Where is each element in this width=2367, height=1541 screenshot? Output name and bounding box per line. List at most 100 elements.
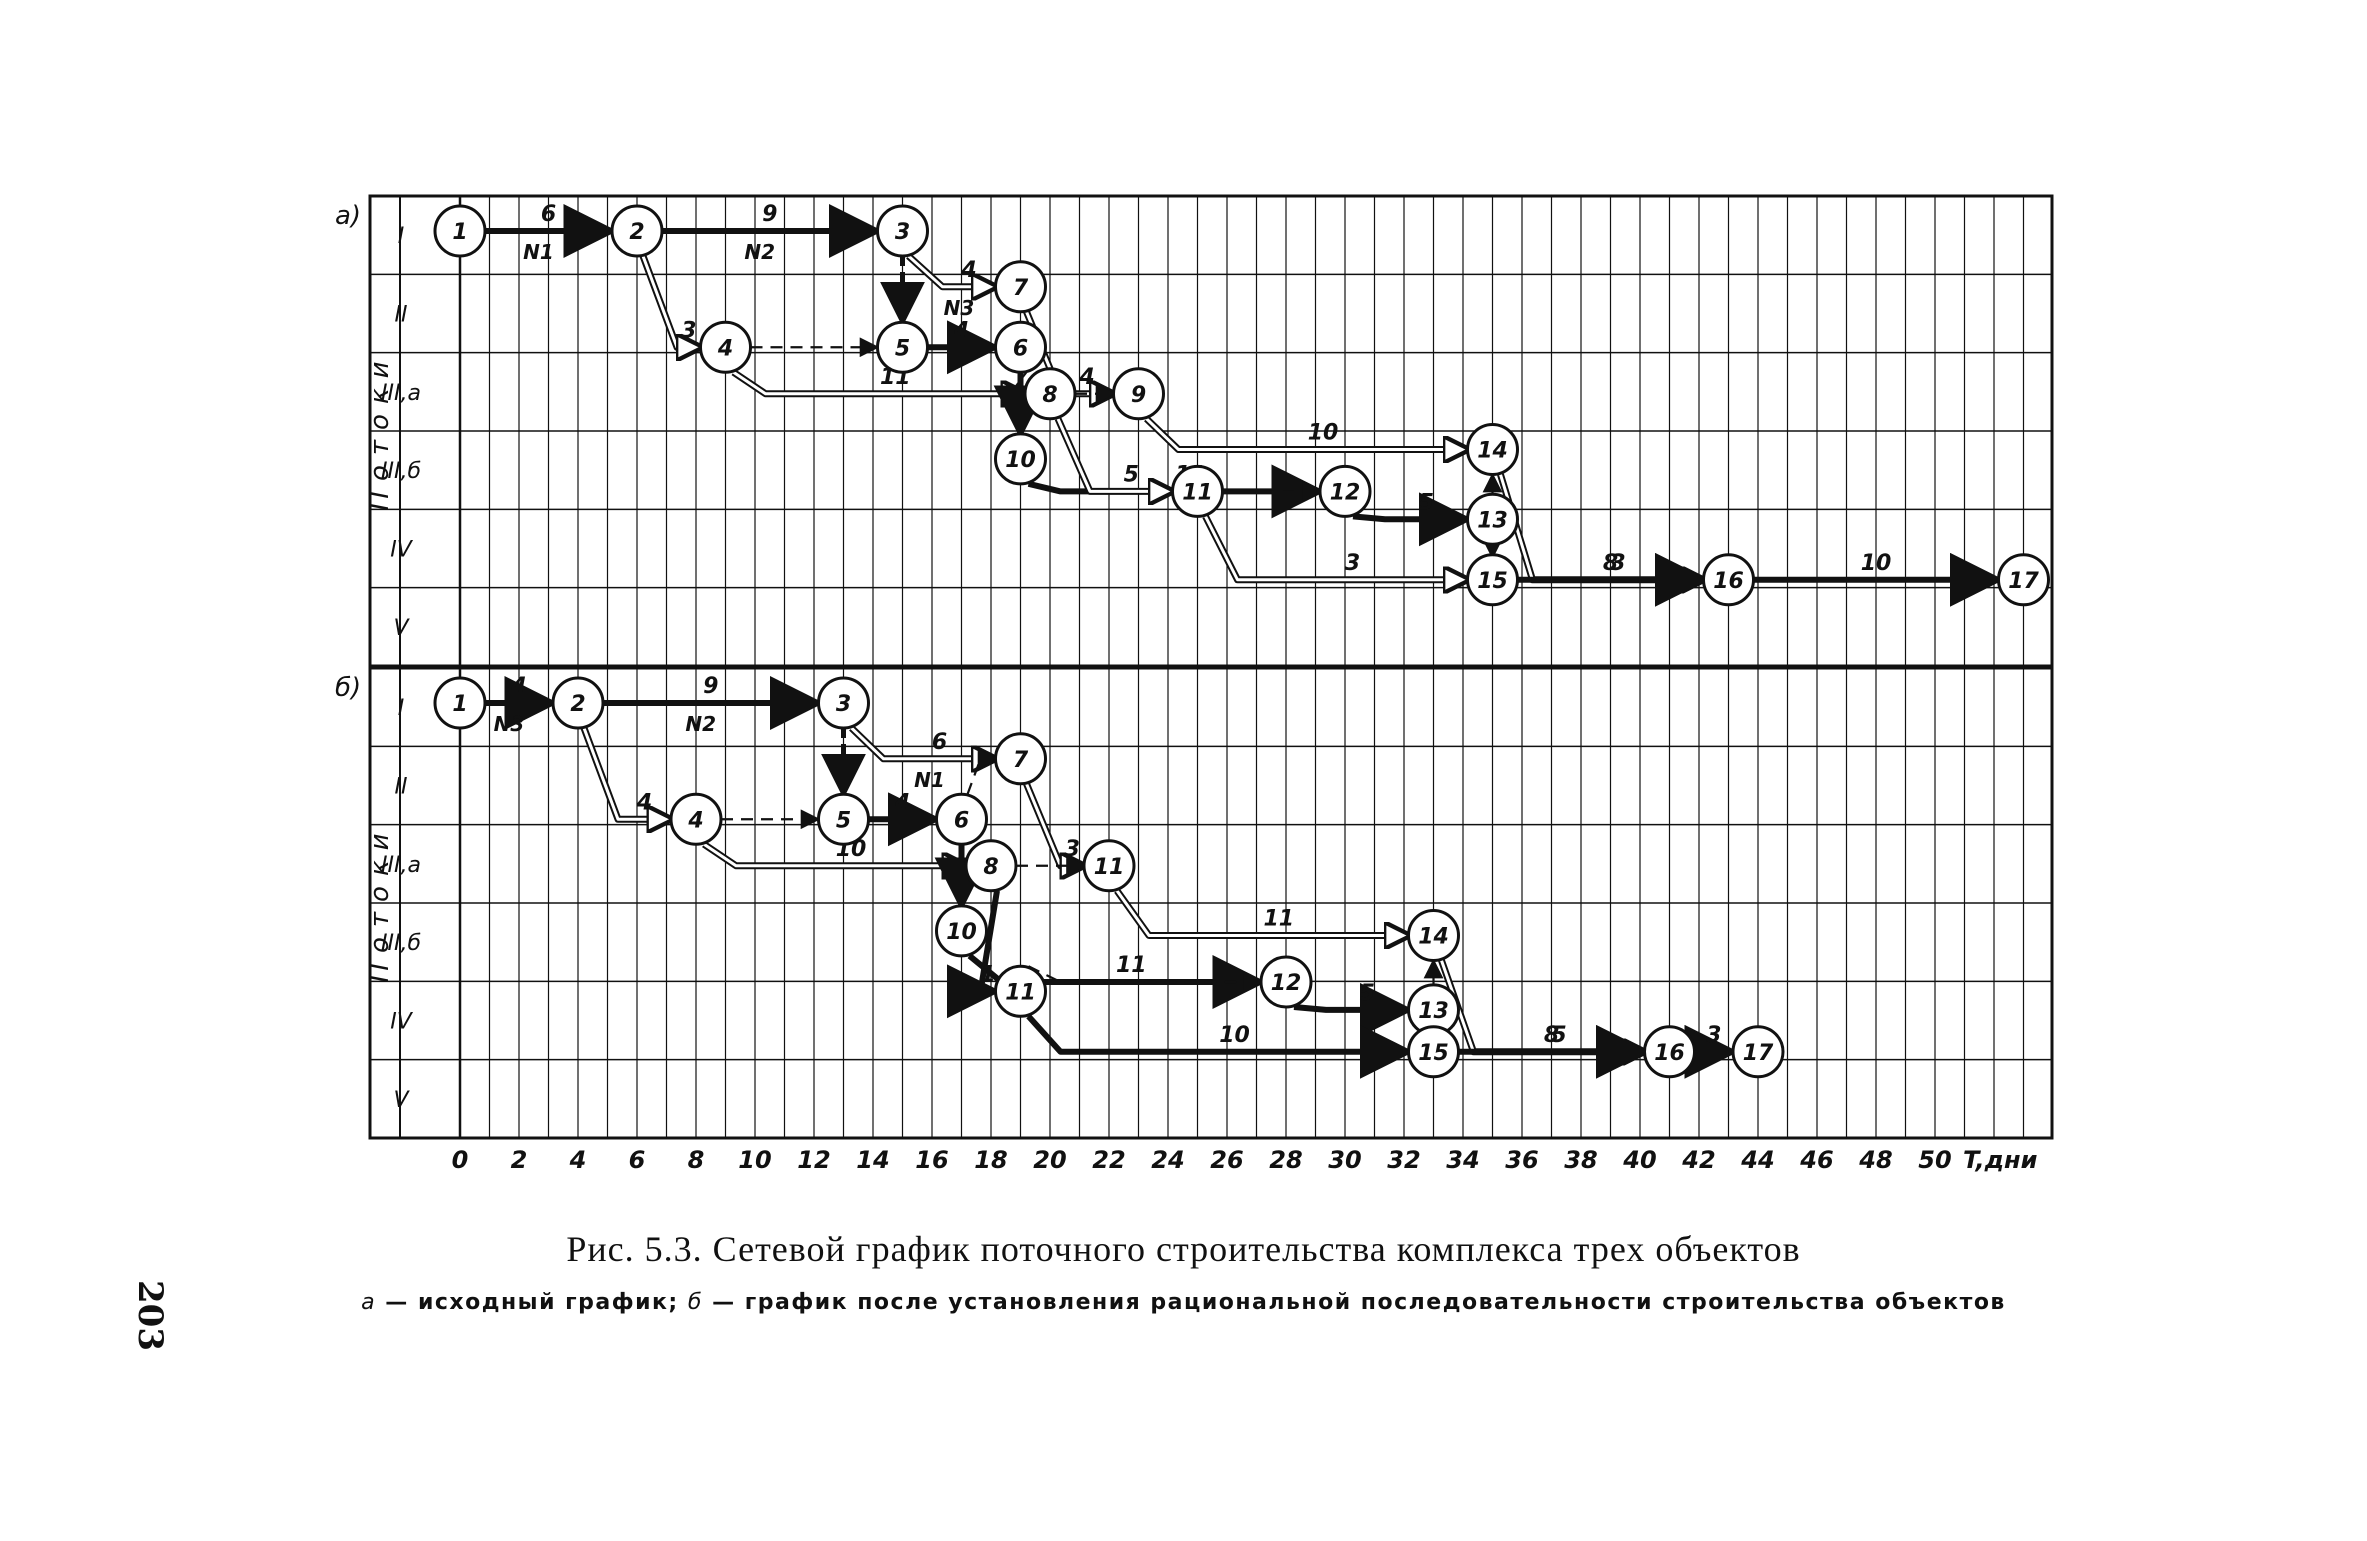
event-node: 12 xyxy=(1318,464,1372,518)
event-number: 3 xyxy=(895,220,910,245)
event-circle xyxy=(994,260,1047,314)
event-circle xyxy=(610,204,664,258)
x-tick-label: 42 xyxy=(1681,1146,1715,1174)
activity-duration: 1 xyxy=(980,962,995,987)
row-label: I xyxy=(398,224,405,249)
activity-arrow xyxy=(641,255,701,347)
caption-b-text: — график после установления рациональной… xyxy=(712,1290,2006,1315)
x-tick-label: 14 xyxy=(856,1146,889,1174)
figure-caption-subtitle: а — исходный график; б — график после ус… xyxy=(0,1290,2367,1315)
x-tick-label: 8 xyxy=(688,1146,705,1174)
activity-arrow xyxy=(1115,889,1409,936)
event-number: 6 xyxy=(954,808,969,833)
x-tick-label: 28 xyxy=(1269,1146,1302,1174)
x-axis-unit: T,дни xyxy=(1963,1146,2038,1174)
event-node: 4 xyxy=(669,792,723,846)
event-node: 11 xyxy=(1082,839,1136,893)
event-node: 3 xyxy=(817,676,870,730)
streams-vertical-label: Потоки xyxy=(365,351,395,510)
activity-duration: 6 xyxy=(541,202,556,227)
event-number: 4 xyxy=(687,808,703,833)
object-number: N1 xyxy=(914,768,945,792)
event-node: 5 xyxy=(876,320,929,374)
event-node: 1 xyxy=(433,204,487,258)
activity-duration: 3 xyxy=(681,318,696,343)
event-number: 17 xyxy=(2008,569,2039,594)
row-label: III,a xyxy=(381,853,421,878)
event-number: 13 xyxy=(1418,999,1449,1024)
time-axis: 0 2 4 6 8 10 12 14 16 18 20 22 24 26 28 30 32 34 36 38 40 42 4… xyxy=(452,1146,2038,1174)
event-node: 5 xyxy=(817,792,870,846)
activity-duration: 4 xyxy=(636,790,652,815)
event-circle xyxy=(935,904,988,958)
event-node: 4 xyxy=(699,320,752,374)
activity-duration: 8 xyxy=(1544,1023,1559,1048)
x-tick-label: 12 xyxy=(797,1146,830,1174)
x-tick-label: 48 xyxy=(1858,1146,1892,1174)
activity-duration: 5 xyxy=(1419,490,1434,515)
activity-arrow-outline xyxy=(906,253,996,291)
event-node: 12 xyxy=(1259,955,1313,1009)
activity-duration: 11 xyxy=(1263,907,1294,932)
event-number: 7 xyxy=(1013,276,1029,301)
event-circle xyxy=(994,964,1047,1018)
x-tick-label: 0 xyxy=(452,1146,469,1174)
object-number: N2 xyxy=(685,712,716,736)
event-number: 15 xyxy=(1477,569,1508,594)
figure-caption-title: Рис. 5.3. Сетевой график поточного строи… xyxy=(566,1229,1801,1269)
activity-duration: 9 xyxy=(762,202,777,227)
event-circle xyxy=(669,792,723,846)
event-node: 10 xyxy=(935,904,988,958)
event-number: 11 xyxy=(1182,480,1213,505)
event-number: 2 xyxy=(570,692,585,717)
activity-arrow xyxy=(946,890,1001,1019)
event-circle xyxy=(876,320,929,374)
event-node: 10 xyxy=(994,432,1047,486)
activity-arrow xyxy=(1056,418,1173,492)
activity-arrow-outline xyxy=(580,726,671,823)
x-tick-label: 6 xyxy=(629,1146,646,1174)
activity-duration: 10 xyxy=(1219,1023,1250,1048)
event-circle xyxy=(1171,464,1224,518)
activity-duration: 3 xyxy=(1706,1023,1721,1048)
event-node: 6 xyxy=(994,320,1047,374)
event-number: 1 xyxy=(452,220,467,245)
event-circle xyxy=(994,732,1047,786)
event-number: 11 xyxy=(1094,855,1125,880)
object-number: N2 xyxy=(744,240,775,264)
caption-a-letter: а xyxy=(361,1290,377,1315)
event-node: 8 xyxy=(1023,367,1077,421)
event-number: 12 xyxy=(1330,480,1361,505)
activity-duration: 5 xyxy=(1360,981,1375,1006)
x-tick-label: 24 xyxy=(1151,1146,1184,1174)
row-label: III,б xyxy=(381,459,421,484)
event-number: 12 xyxy=(1271,971,1302,996)
x-tick-label: 26 xyxy=(1210,1146,1243,1174)
event-circle xyxy=(699,320,752,374)
event-number: 6 xyxy=(1013,336,1028,361)
event-node: 17 xyxy=(1731,1025,1785,1079)
object-number: N3 xyxy=(494,712,525,736)
event-node: 3 xyxy=(876,204,929,258)
x-tick-label: 4 xyxy=(569,1146,587,1174)
activity-duration: 4 xyxy=(1078,365,1094,390)
activity-duration: 6 xyxy=(932,730,947,755)
event-circle xyxy=(1466,492,1519,546)
activity-duration: 4 xyxy=(953,318,969,343)
event-circle xyxy=(1407,909,1460,962)
event-circle xyxy=(817,792,870,846)
row-label: V xyxy=(393,616,410,641)
row-labels: IIIIII,aIII,бIVVПотокиа)IIIIII,aIII,бIVV… xyxy=(335,201,421,1113)
network-edges: 6N19N24N334411101155338104N39N26N1443101… xyxy=(485,202,2004,1079)
event-circle xyxy=(994,320,1047,374)
event-node: 13 xyxy=(1466,492,1519,546)
event-node: 11 xyxy=(1171,464,1224,518)
activity-arrow xyxy=(703,843,966,866)
activity-duration: 10 xyxy=(1308,421,1339,446)
event-circle xyxy=(551,676,605,730)
activity-duration: 3 xyxy=(1065,837,1080,862)
row-label: III,б xyxy=(381,931,421,956)
event-circle xyxy=(1407,1025,1460,1079)
activity-duration: 10 xyxy=(1861,551,1892,576)
event-circle xyxy=(1023,367,1077,421)
